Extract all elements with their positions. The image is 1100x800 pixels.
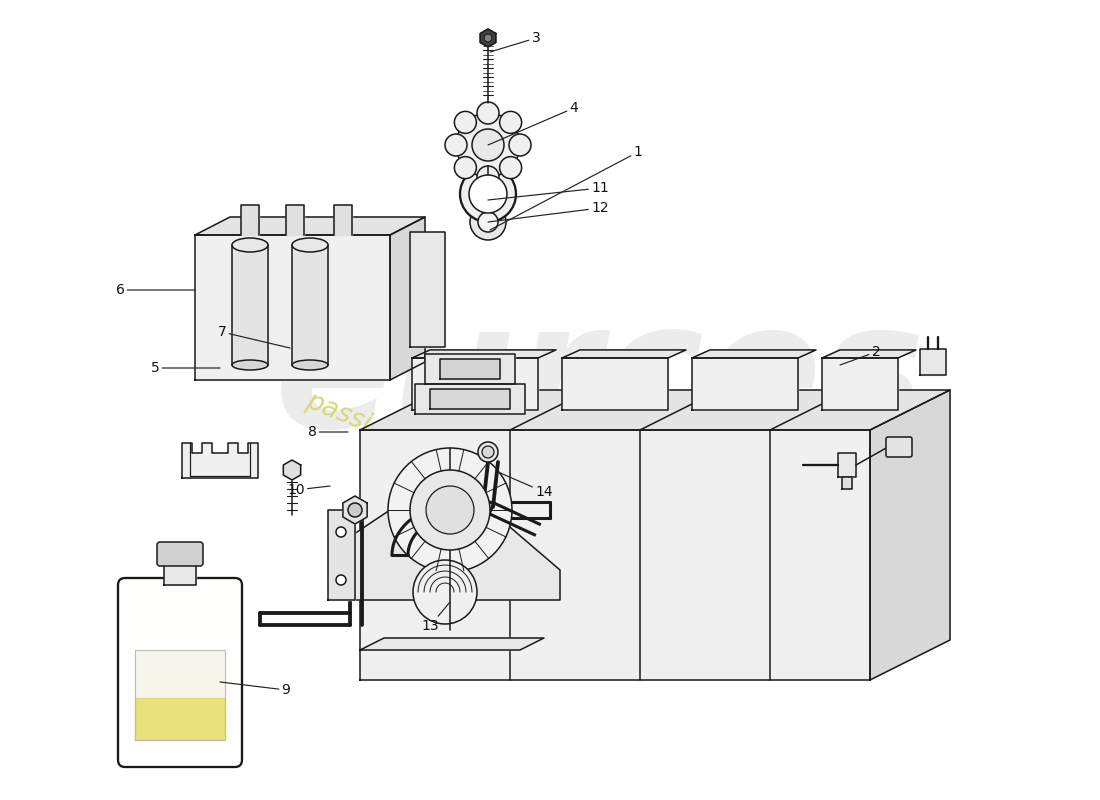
- Polygon shape: [232, 245, 268, 365]
- Circle shape: [484, 34, 492, 42]
- Polygon shape: [343, 496, 367, 524]
- Circle shape: [410, 470, 490, 550]
- Polygon shape: [390, 217, 425, 380]
- Text: 2: 2: [840, 345, 880, 365]
- Polygon shape: [481, 29, 496, 47]
- Polygon shape: [195, 235, 390, 380]
- Polygon shape: [692, 350, 816, 358]
- Polygon shape: [334, 205, 352, 235]
- Circle shape: [477, 102, 499, 124]
- Polygon shape: [330, 510, 560, 600]
- Polygon shape: [164, 563, 196, 585]
- Circle shape: [478, 442, 498, 462]
- Circle shape: [460, 166, 516, 222]
- Polygon shape: [838, 453, 856, 477]
- FancyBboxPatch shape: [886, 437, 912, 457]
- Circle shape: [469, 175, 507, 213]
- Circle shape: [336, 527, 346, 537]
- Text: 7: 7: [218, 325, 290, 348]
- Text: 13: 13: [421, 602, 450, 633]
- Text: 4: 4: [488, 101, 579, 145]
- Circle shape: [499, 157, 521, 178]
- Polygon shape: [241, 205, 258, 235]
- Text: 10: 10: [287, 483, 330, 497]
- FancyBboxPatch shape: [157, 542, 204, 566]
- Polygon shape: [360, 638, 544, 650]
- Text: 12: 12: [488, 201, 608, 222]
- Polygon shape: [562, 358, 668, 410]
- Polygon shape: [412, 350, 556, 358]
- Circle shape: [456, 113, 520, 177]
- Text: 8: 8: [308, 425, 348, 439]
- Polygon shape: [328, 510, 355, 600]
- Polygon shape: [360, 390, 950, 430]
- Polygon shape: [292, 245, 328, 365]
- Text: 6: 6: [116, 283, 195, 297]
- Polygon shape: [182, 443, 258, 478]
- Circle shape: [336, 575, 346, 585]
- Text: 3: 3: [490, 31, 540, 52]
- Circle shape: [454, 111, 476, 134]
- Polygon shape: [415, 384, 525, 414]
- Circle shape: [509, 134, 531, 156]
- Polygon shape: [412, 358, 538, 410]
- Text: 9: 9: [220, 682, 290, 697]
- Polygon shape: [692, 358, 798, 410]
- Ellipse shape: [292, 238, 328, 252]
- Polygon shape: [440, 359, 500, 379]
- Text: 1: 1: [490, 145, 642, 230]
- Circle shape: [477, 166, 499, 188]
- Polygon shape: [410, 232, 446, 347]
- Polygon shape: [135, 650, 226, 740]
- Text: 14: 14: [498, 472, 553, 499]
- Circle shape: [446, 134, 468, 156]
- Polygon shape: [430, 389, 510, 409]
- Ellipse shape: [232, 360, 268, 370]
- Polygon shape: [562, 350, 686, 358]
- Circle shape: [454, 157, 476, 178]
- Polygon shape: [284, 460, 300, 480]
- Polygon shape: [822, 358, 898, 410]
- Text: 5: 5: [151, 361, 220, 375]
- Polygon shape: [425, 354, 515, 384]
- Circle shape: [412, 560, 477, 624]
- Circle shape: [426, 486, 474, 534]
- Polygon shape: [842, 477, 852, 489]
- Polygon shape: [195, 217, 425, 235]
- FancyBboxPatch shape: [118, 578, 242, 767]
- Text: eurces: eurces: [275, 295, 925, 465]
- Circle shape: [478, 212, 498, 232]
- Circle shape: [482, 446, 494, 458]
- Ellipse shape: [292, 360, 328, 370]
- Polygon shape: [870, 390, 950, 680]
- Circle shape: [470, 204, 506, 240]
- Circle shape: [348, 503, 362, 517]
- Text: passion for parts since 1985: passion for parts since 1985: [301, 388, 658, 552]
- Ellipse shape: [232, 238, 268, 252]
- Polygon shape: [135, 698, 226, 740]
- Circle shape: [499, 111, 521, 134]
- Text: 11: 11: [488, 181, 609, 200]
- Circle shape: [472, 129, 504, 161]
- Circle shape: [388, 448, 512, 572]
- Polygon shape: [920, 349, 946, 375]
- Polygon shape: [822, 350, 916, 358]
- Polygon shape: [286, 205, 304, 235]
- Polygon shape: [360, 430, 870, 680]
